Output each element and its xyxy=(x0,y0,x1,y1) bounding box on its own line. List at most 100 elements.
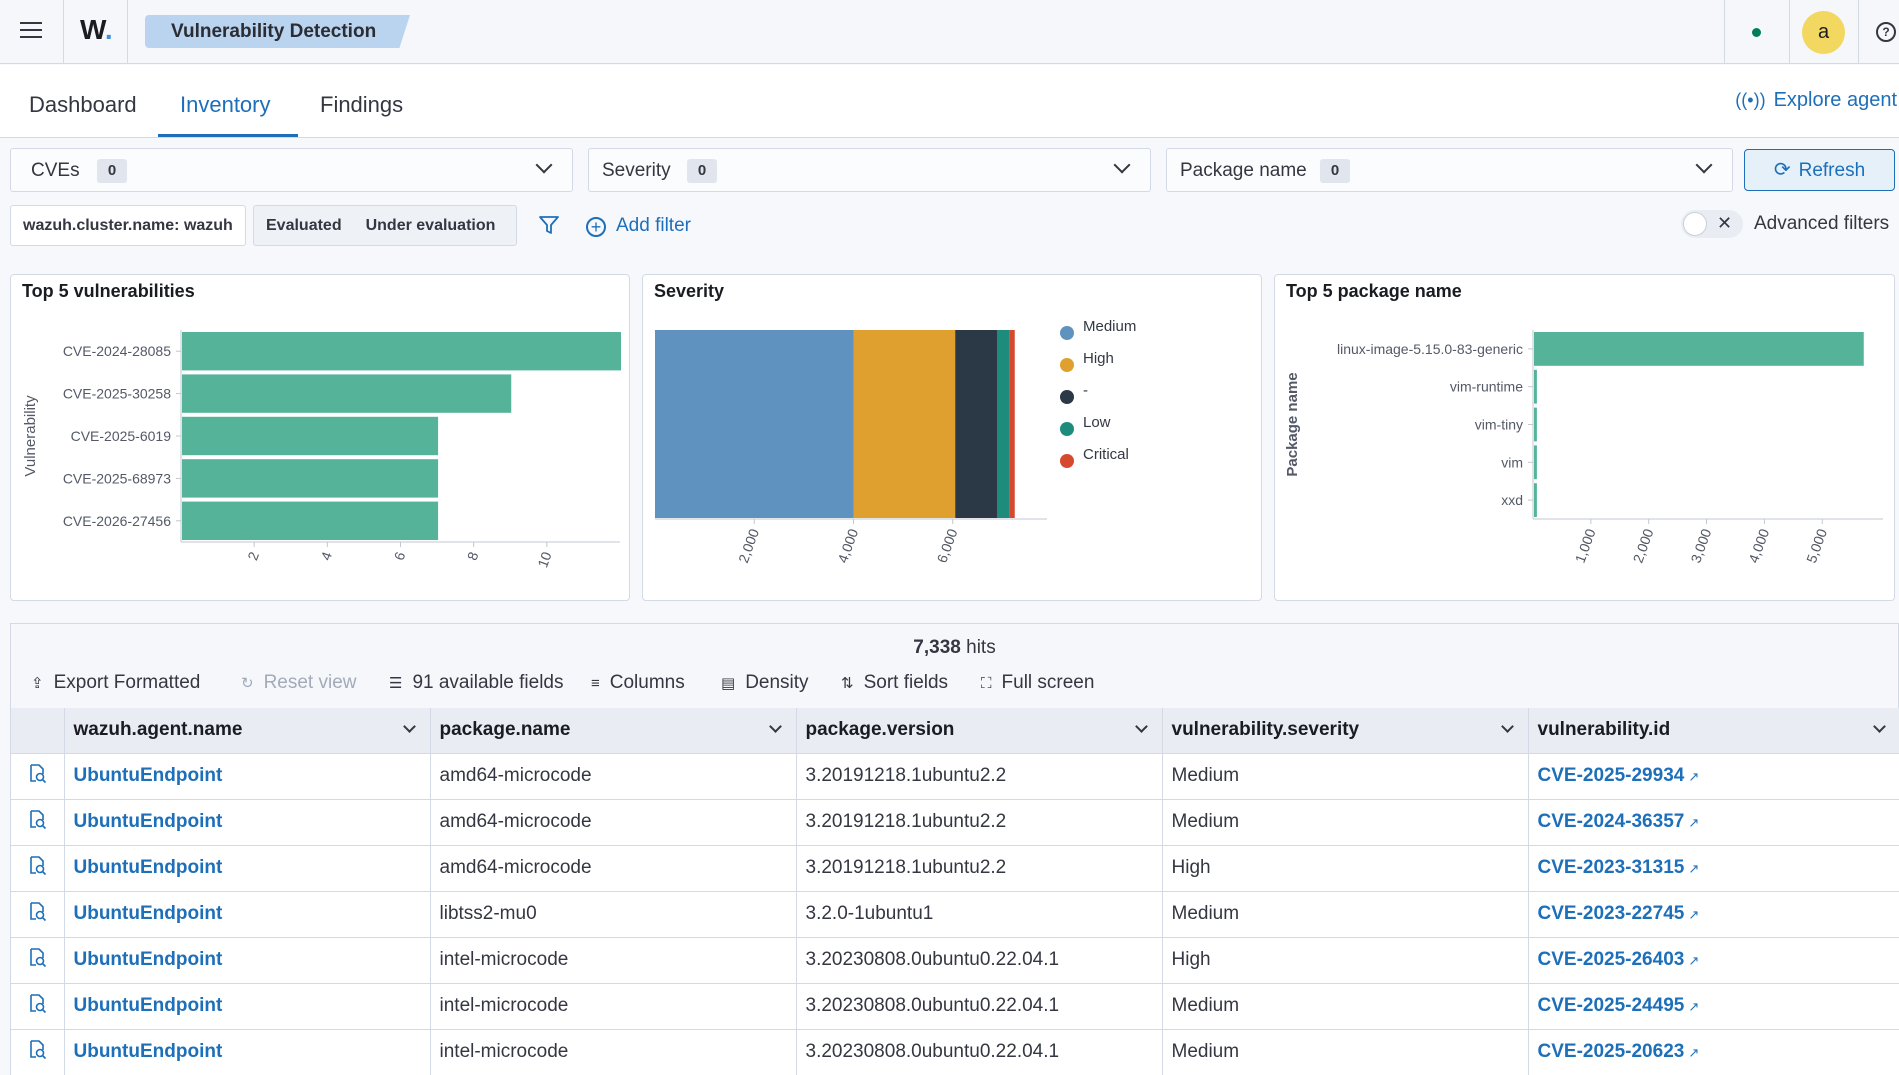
column-header[interactable]: vulnerability.severity xyxy=(1162,708,1529,754)
export-formatted-button[interactable]: ⇪ Export Formatted xyxy=(31,672,200,694)
chevron-down-icon[interactable] xyxy=(768,720,782,733)
y-tick-label: CVE-2026-27456 xyxy=(63,513,171,529)
tab-findings[interactable]: Findings xyxy=(320,92,404,117)
external-link-icon[interactable]: ↗ xyxy=(1688,815,1700,830)
columns-button[interactable]: ≡ Columns xyxy=(591,672,685,694)
column-header[interactable]: package.version xyxy=(796,708,1163,754)
cves-filter[interactable]: CVEs 0 xyxy=(10,148,573,192)
external-link-icon[interactable]: ↗ xyxy=(1688,999,1700,1014)
refresh-label: Refresh xyxy=(1798,160,1866,181)
cluster-pill-label: wazuh.cluster.name: wazuh xyxy=(23,217,233,234)
severity-cell: Medium xyxy=(1162,983,1529,1030)
cve-link[interactable]: CVE-2025-24495 xyxy=(1537,995,1685,1016)
explore-agent-button[interactable]: ((•)) Explore agent xyxy=(1735,89,1897,112)
package-name-filter[interactable]: Package name 0 xyxy=(1166,148,1733,192)
y-axis-label: Vulnerability xyxy=(22,395,39,477)
full-screen-button[interactable]: ⛶ Full screen xyxy=(981,672,1094,694)
reset-view-button[interactable]: ↻ Reset view xyxy=(241,672,357,694)
inspect-document-icon[interactable] xyxy=(26,854,48,876)
legend-label: Critical xyxy=(1083,446,1129,463)
available-fields-button[interactable]: ☰ 91 available fields xyxy=(389,672,564,694)
top-header: W. Vulnerability Detection a ? xyxy=(0,0,1899,64)
chevron-down-icon[interactable] xyxy=(1134,720,1148,733)
agent-link[interactable]: UbuntuEndpoint xyxy=(73,857,223,878)
user-avatar[interactable]: a xyxy=(1802,11,1845,54)
chevron-down-icon[interactable] xyxy=(402,720,416,733)
column-header[interactable]: vulnerability.id xyxy=(1528,708,1899,754)
wazuh-logo[interactable]: W. xyxy=(80,14,113,45)
evaluation-status-toggle[interactable]: Evaluated Under evaluation xyxy=(253,205,517,246)
agent-name-cell: UbuntuEndpoint xyxy=(64,983,431,1030)
help-icon[interactable]: ? xyxy=(1876,22,1896,42)
inspect-document-icon[interactable] xyxy=(26,762,48,784)
inspect-document-icon[interactable] xyxy=(26,992,48,1014)
x-tick-label: 4 xyxy=(317,549,335,562)
tab-dashboard[interactable]: Dashboard xyxy=(29,92,137,117)
chevron-down-icon[interactable] xyxy=(1695,156,1713,174)
inspect-document-icon[interactable] xyxy=(26,900,48,922)
agent-link[interactable]: UbuntuEndpoint xyxy=(73,949,223,970)
inspect-document-icon[interactable] xyxy=(26,1038,48,1060)
inspect-document-icon[interactable] xyxy=(26,808,48,830)
chevron-down-icon[interactable] xyxy=(1872,720,1886,733)
cell-value: 3.20191218.1ubuntu2.2 xyxy=(805,765,1007,786)
cve-link[interactable]: CVE-2023-22745 xyxy=(1537,903,1685,924)
top5-vulnerabilities-panel: Top 5 vulnerabilities CVE-2024-28085 CVE-… xyxy=(10,274,630,601)
density-button[interactable]: ▤ Density xyxy=(721,672,809,694)
severity-cell: Medium xyxy=(1162,799,1529,846)
external-link-icon[interactable]: ↗ xyxy=(1688,953,1700,968)
external-link-icon[interactable]: ↗ xyxy=(1688,907,1700,922)
severity-cell: High xyxy=(1162,937,1529,984)
agent-link[interactable]: UbuntuEndpoint xyxy=(73,811,223,832)
bar-1 xyxy=(182,374,512,413)
package-version-cell: 3.20191218.1ubuntu2.2 xyxy=(796,753,1163,800)
cell-value: intel-microcode xyxy=(439,949,569,970)
add-filter-button[interactable]: + Add filter xyxy=(586,215,691,237)
x-tick-label: 6,000 xyxy=(934,526,961,565)
agent-link[interactable]: UbuntuEndpoint xyxy=(73,903,223,924)
refresh-button[interactable]: ⟳ Refresh xyxy=(1744,149,1895,191)
inspect-row-cell xyxy=(11,1029,65,1075)
cve-link[interactable]: CVE-2023-31315 xyxy=(1537,857,1685,878)
inspect-document-icon[interactable] xyxy=(26,946,48,968)
cve-link[interactable]: CVE-2025-26403 xyxy=(1537,949,1685,970)
external-link-icon[interactable]: ↗ xyxy=(1688,1045,1700,1060)
top5-vulnerabilities-chart: CVE-2024-28085 CVE-2025-30258 CVE-2025-601… xyxy=(22,330,621,570)
evaluated-option[interactable]: Evaluated xyxy=(266,217,342,234)
column-header[interactable]: wazuh.agent.name xyxy=(64,708,431,754)
cve-link[interactable]: CVE-2025-20623 xyxy=(1537,1041,1685,1062)
filter-funnel-icon[interactable] xyxy=(538,214,560,236)
chevron-down-icon[interactable] xyxy=(1500,720,1514,733)
column-header-label: package.version xyxy=(805,719,955,741)
advanced-filters-switch[interactable]: ✕ xyxy=(1681,210,1743,238)
severity-cell: Medium xyxy=(1162,1029,1529,1075)
cve-link[interactable]: CVE-2024-36357 xyxy=(1537,811,1685,832)
menu-icon[interactable] xyxy=(20,22,42,40)
tab-inventory[interactable]: Inventory xyxy=(180,92,271,117)
package-name-cell: intel-microcode xyxy=(430,937,797,984)
package-name-cell: intel-microcode xyxy=(430,1029,797,1075)
cell-value: 3.20230808.0ubuntu0.22.04.1 xyxy=(805,995,1060,1016)
breadcrumb[interactable]: Vulnerability Detection xyxy=(145,15,410,48)
under-evaluation-option[interactable]: Under evaluation xyxy=(365,217,496,234)
vulnerability-id-cell: CVE-2025-29934 ↗ xyxy=(1528,753,1899,800)
severity-segment-0 xyxy=(655,330,854,518)
cve-link[interactable]: CVE-2025-29934 xyxy=(1537,765,1685,786)
chevron-down-icon[interactable] xyxy=(535,156,553,174)
agent-name-cell: UbuntuEndpoint xyxy=(64,891,431,938)
column-header[interactable]: package.name xyxy=(430,708,797,754)
density-label: Density xyxy=(745,672,809,693)
legend-swatch xyxy=(1060,326,1074,340)
cluster-filter-pill[interactable]: wazuh.cluster.name: wazuh xyxy=(10,205,246,246)
header-divider xyxy=(1789,0,1790,64)
sort-fields-button[interactable]: ⇅ Sort fields xyxy=(841,672,948,694)
agent-name-cell: UbuntuEndpoint xyxy=(64,937,431,984)
severity-filter[interactable]: Severity 0 xyxy=(588,148,1151,192)
bar-1 xyxy=(1534,369,1537,404)
external-link-icon[interactable]: ↗ xyxy=(1688,861,1700,876)
external-link-icon[interactable]: ↗ xyxy=(1688,769,1700,784)
agent-link[interactable]: UbuntuEndpoint xyxy=(73,765,223,786)
chevron-down-icon[interactable] xyxy=(1113,156,1131,174)
agent-link[interactable]: UbuntuEndpoint xyxy=(73,1041,223,1062)
agent-link[interactable]: UbuntuEndpoint xyxy=(73,995,223,1016)
